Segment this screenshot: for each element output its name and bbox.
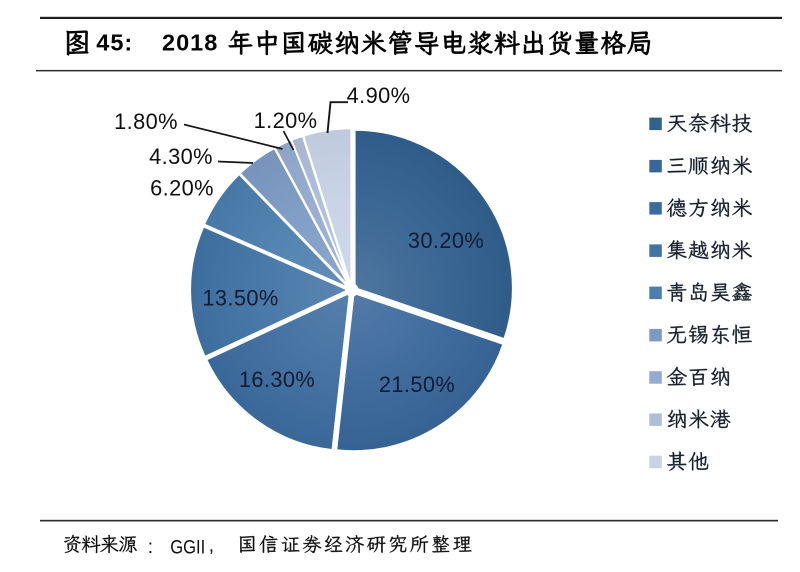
svg-text:4.90%: 4.90% [347, 83, 411, 108]
svg-text::: : [148, 537, 153, 558]
svg-text:GGII: GGII [170, 536, 205, 558]
svg-text:16.30%: 16.30% [239, 367, 315, 392]
svg-text:2018: 2018 [162, 29, 218, 55]
svg-text:4.30%: 4.30% [149, 144, 213, 169]
svg-text:1.20%: 1.20% [254, 108, 318, 133]
svg-text:,: , [209, 536, 214, 557]
svg-text:30.20%: 30.20% [408, 228, 484, 253]
svg-text:45:: 45: [96, 29, 133, 55]
svg-text:13.50%: 13.50% [202, 285, 278, 310]
svg-text:6.20%: 6.20% [150, 175, 214, 200]
svg-text:21.50%: 21.50% [379, 372, 455, 397]
svg-text:1.80%: 1.80% [114, 109, 178, 134]
